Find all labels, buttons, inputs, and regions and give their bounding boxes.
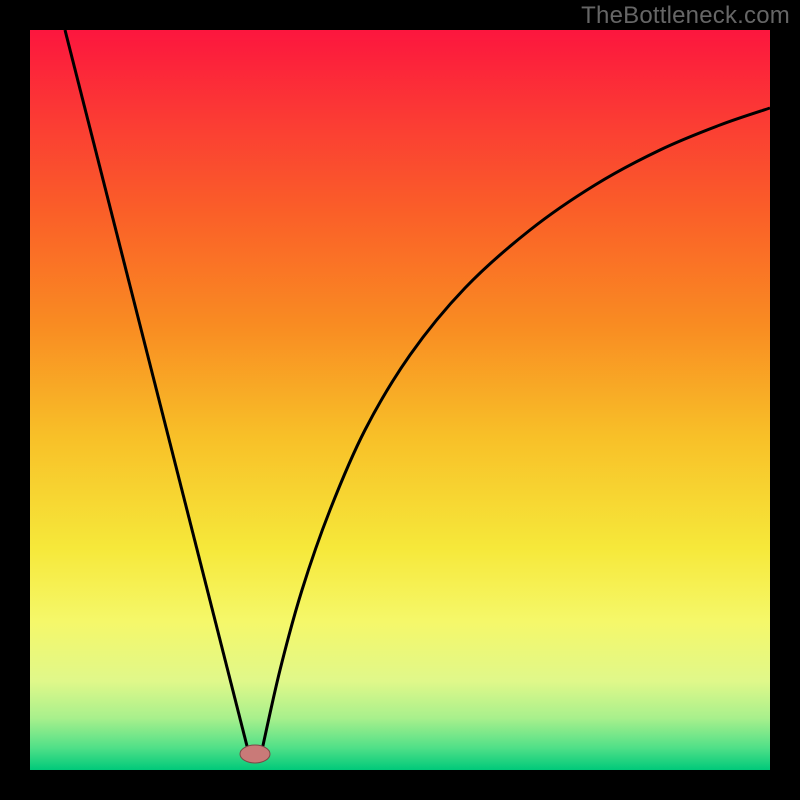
watermark-text: TheBottleneck.com: [581, 2, 790, 30]
vertex-marker: [240, 745, 270, 763]
plot-background: [30, 30, 770, 770]
bottleneck-chart: [0, 0, 800, 800]
chart-stage: TheBottleneck.com: [0, 0, 800, 800]
